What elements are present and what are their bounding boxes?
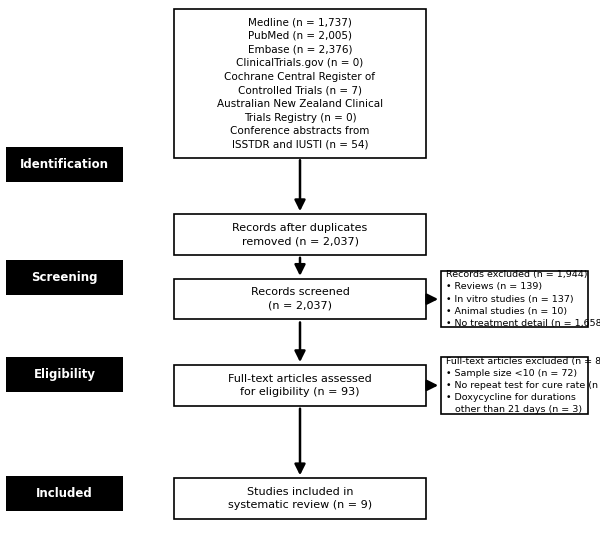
Bar bbox=[6, 357, 123, 392]
Text: Eligibility: Eligibility bbox=[34, 368, 95, 381]
Bar bbox=[174, 365, 426, 406]
Text: Medline (n = 1,737)
PubMed (n = 2,005)
Embase (n = 2,376)
ClinicalTrials.gov (n : Medline (n = 1,737) PubMed (n = 2,005) E… bbox=[217, 17, 383, 150]
Text: Full-text articles excluded (n = 84)
• Sample size <10 (n = 72)
• No repeat test: Full-text articles excluded (n = 84) • S… bbox=[446, 357, 600, 414]
Bar bbox=[174, 9, 426, 157]
Text: Records after duplicates
removed (n = 2,037): Records after duplicates removed (n = 2,… bbox=[232, 223, 368, 246]
Bar bbox=[6, 260, 123, 295]
Text: Included: Included bbox=[36, 487, 93, 500]
Text: Studies included in
systematic review (n = 9): Studies included in systematic review (n… bbox=[228, 487, 372, 510]
Bar bbox=[6, 475, 123, 511]
Text: Records screened
(n = 2,037): Records screened (n = 2,037) bbox=[251, 287, 349, 311]
Text: Records excluded (n = 1,944)
• Reviews (n = 139)
• In vitro studies (n = 137)
• : Records excluded (n = 1,944) • Reviews (… bbox=[446, 271, 600, 328]
Bar bbox=[441, 271, 588, 327]
Text: Screening: Screening bbox=[31, 271, 98, 284]
Bar bbox=[441, 357, 588, 414]
Bar bbox=[174, 215, 426, 255]
Bar bbox=[6, 147, 123, 182]
Text: Identification: Identification bbox=[20, 158, 109, 171]
Bar bbox=[174, 479, 426, 519]
Bar bbox=[174, 279, 426, 319]
Text: Full-text articles assessed
for eligibility (n = 93): Full-text articles assessed for eligibil… bbox=[228, 374, 372, 397]
